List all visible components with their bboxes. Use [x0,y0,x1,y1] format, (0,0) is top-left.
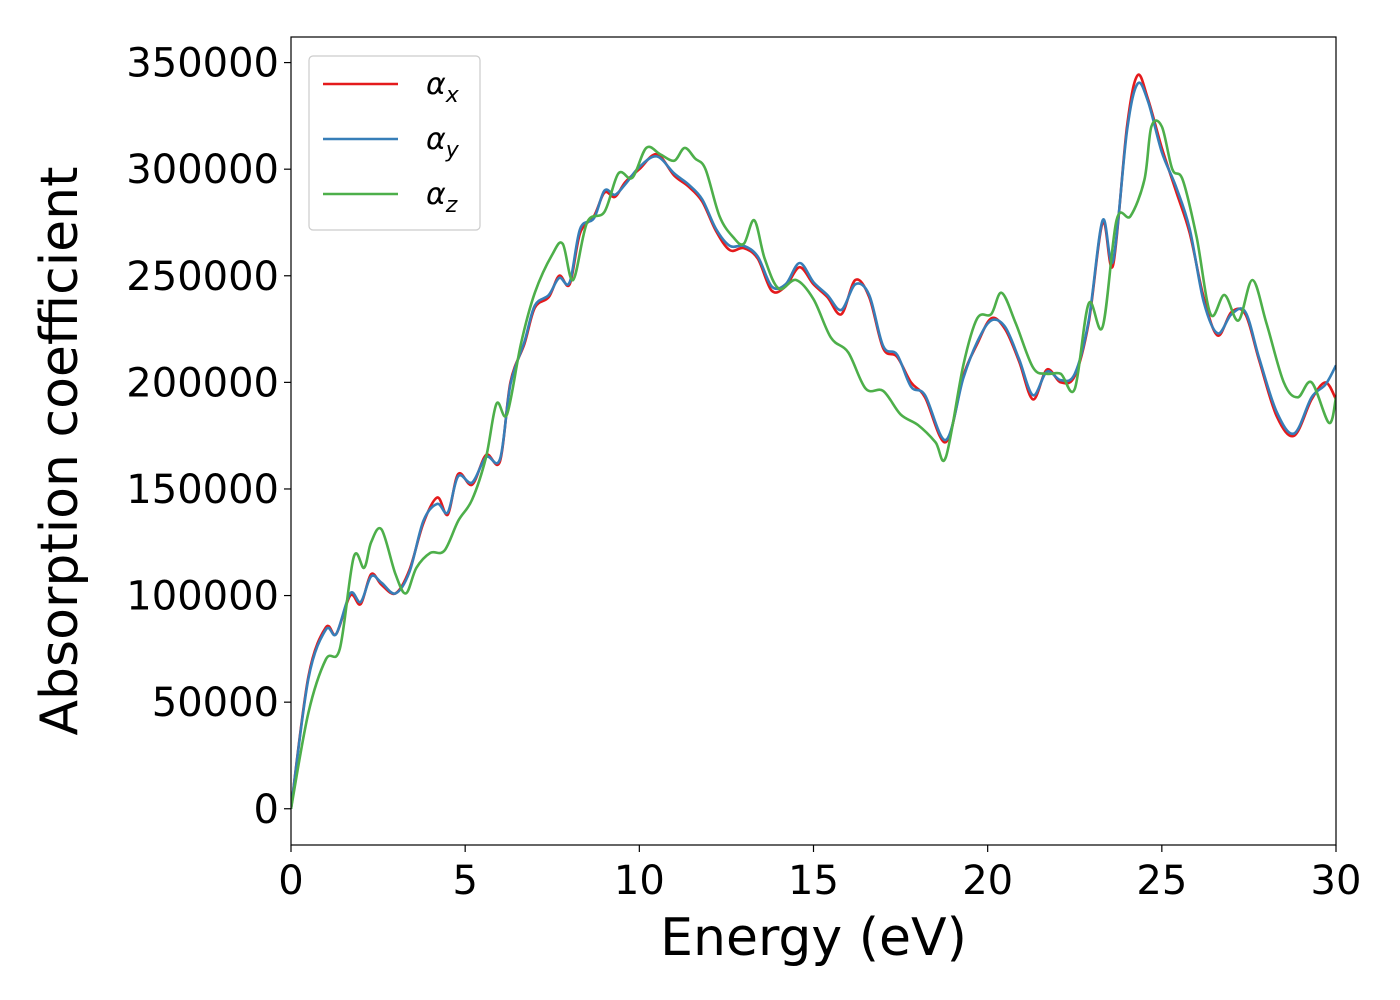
y-axis: 0 50000 100000 150000 200000 250000 300000 3500… [126,41,291,833]
x-tick-label: 15 [788,858,839,904]
y-tick-label: 250000 [126,254,279,300]
y-tick-label: 300000 [126,147,279,193]
y-tick-label: 150000 [126,467,279,513]
x-tick-label: 5 [452,858,477,904]
series-line-y [291,81,1336,809]
legend-box [308,55,481,231]
y-tick-label: 200000 [126,360,279,406]
x-axis-label: Energy (eV) [660,908,967,968]
y-tick-label: 350000 [126,41,279,87]
y-axis-label: Absorption coefficient [30,166,90,735]
x-tick-label: 30 [1311,858,1362,904]
series-line-z [291,119,1336,810]
x-tick-label: 10 [614,858,665,904]
x-axis: 0 5 10 15 20 25 30 [278,845,1361,904]
series-layer [291,73,1336,810]
x-tick-label: 0 [278,858,303,904]
x-tick-label: 25 [1136,858,1187,904]
y-tick-label: 50000 [152,680,279,726]
y-tick-label: 100000 [126,574,279,620]
y-tick-label: 0 [254,787,279,833]
x-tick-label: 20 [962,858,1013,904]
